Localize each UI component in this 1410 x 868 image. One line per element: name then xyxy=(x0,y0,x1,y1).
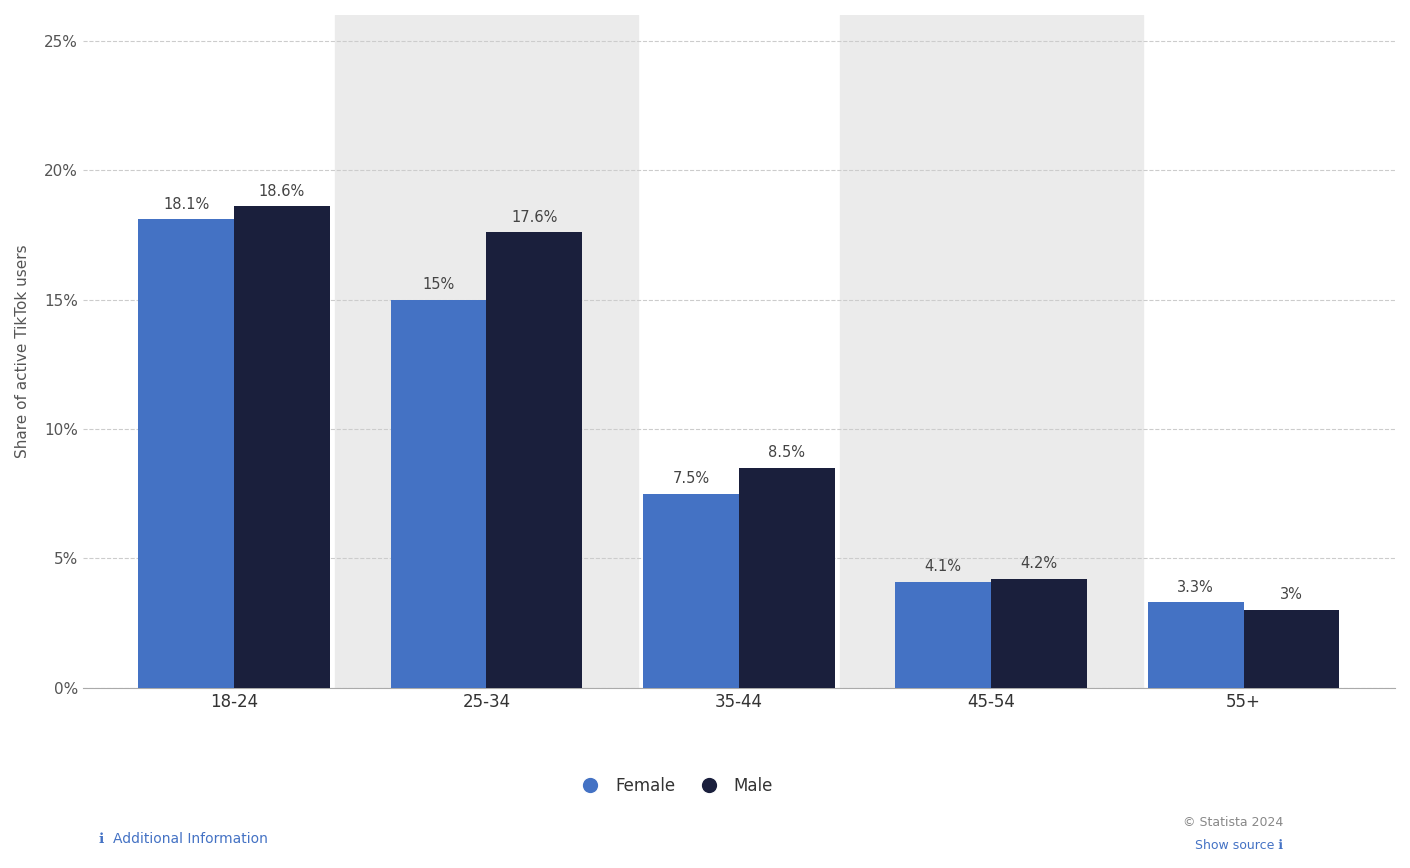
Bar xyxy=(138,220,234,687)
Legend: Female, Male: Female, Male xyxy=(567,770,780,801)
Bar xyxy=(234,207,330,687)
Y-axis label: Share of active TikTok users: Share of active TikTok users xyxy=(16,245,30,458)
Bar xyxy=(1244,610,1340,687)
Text: 3%: 3% xyxy=(1280,588,1303,602)
Bar xyxy=(1148,602,1244,687)
Text: 7.5%: 7.5% xyxy=(673,471,709,486)
Text: 4.1%: 4.1% xyxy=(925,559,962,574)
Text: 18.1%: 18.1% xyxy=(164,197,209,212)
Text: 4.2%: 4.2% xyxy=(1021,556,1058,571)
Text: 15%: 15% xyxy=(423,277,454,292)
Bar xyxy=(643,494,739,687)
Text: ℹ  Additional Information: ℹ Additional Information xyxy=(99,832,268,846)
Bar xyxy=(739,468,835,687)
Text: 3.3%: 3.3% xyxy=(1177,580,1214,595)
Text: Show source ℹ: Show source ℹ xyxy=(1196,839,1283,852)
Bar xyxy=(391,299,486,687)
Bar xyxy=(840,15,1142,687)
Text: 18.6%: 18.6% xyxy=(259,184,305,199)
Text: © Statista 2024: © Statista 2024 xyxy=(1183,816,1283,829)
Bar xyxy=(895,582,991,687)
Text: 17.6%: 17.6% xyxy=(512,209,557,225)
Bar xyxy=(486,233,582,687)
Bar xyxy=(991,579,1087,687)
Text: 8.5%: 8.5% xyxy=(768,445,805,460)
Bar xyxy=(336,15,637,687)
